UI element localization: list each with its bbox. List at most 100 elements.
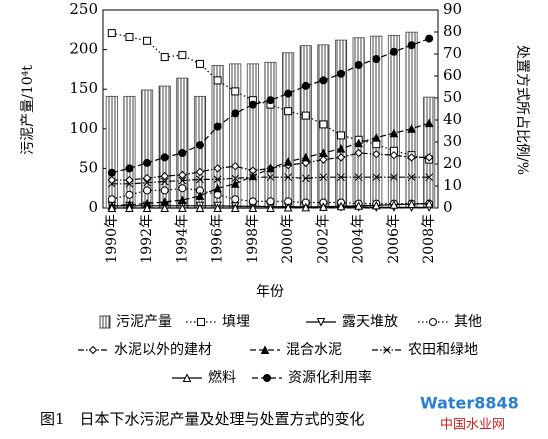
y2-axis-label: 处置方式所占比例/% (514, 45, 530, 175)
marker (372, 140, 381, 149)
marker (213, 122, 222, 131)
marker (283, 157, 293, 166)
marker (178, 184, 187, 193)
marker (319, 173, 328, 182)
y2-tick-label: 40 (443, 110, 462, 128)
marker (231, 87, 240, 96)
marker (125, 33, 134, 42)
marker (354, 173, 363, 182)
marker (301, 152, 311, 162)
marker (107, 29, 116, 38)
bar (423, 96, 436, 209)
marker (143, 186, 152, 195)
marker (319, 120, 328, 129)
y-tick-label: 50 (79, 158, 98, 176)
y-tick-label: 0 (88, 198, 98, 216)
marker (424, 118, 434, 128)
marker (231, 195, 240, 204)
marker (125, 164, 134, 173)
x-tick-label: 2002年 (315, 214, 331, 264)
marker (196, 175, 204, 184)
marker (319, 202, 328, 211)
marker (213, 190, 222, 199)
marker (389, 150, 399, 160)
legend-marker (260, 345, 270, 354)
x-axis-label: 年份 (256, 284, 284, 300)
legend-label: 其他 (454, 314, 482, 330)
marker (372, 149, 381, 159)
marker (160, 53, 169, 62)
x-tick-label: 2008年 (421, 214, 437, 264)
legend-label: 填埋 (222, 314, 250, 330)
y2-tick-label: 70 (443, 44, 462, 62)
watermark-sub: 中国水业网 (440, 418, 505, 433)
marker (372, 55, 381, 64)
marker (248, 100, 257, 109)
marker (283, 202, 293, 212)
marker (213, 164, 222, 173)
marker (249, 173, 257, 182)
y2-tick-label: 80 (443, 22, 462, 40)
legend-label: 燃料 (208, 369, 236, 386)
marker (337, 173, 345, 182)
marker (230, 203, 240, 212)
x-tick-label: 1994年 (174, 214, 190, 264)
marker (389, 47, 398, 56)
marker (266, 203, 275, 212)
legend-label: 露天堆放 (342, 314, 398, 330)
x-tick-label: 2004年 (351, 214, 367, 264)
marker (337, 69, 346, 78)
marker (231, 174, 240, 183)
marker (195, 167, 205, 177)
marker (319, 155, 328, 164)
marker (301, 111, 310, 120)
y2-tick-label: 20 (443, 154, 462, 172)
marker (107, 168, 116, 177)
marker (107, 203, 117, 212)
y2-tick-label: 90 (443, 0, 462, 18)
marker (354, 201, 363, 210)
marker (301, 81, 310, 90)
marker (266, 173, 275, 182)
bar (387, 34, 400, 209)
x-tick-label: 1998年 (245, 214, 261, 264)
bar (405, 31, 418, 209)
marker (195, 203, 205, 212)
legend-marker (182, 373, 192, 382)
marker (213, 76, 222, 85)
marker (371, 200, 381, 210)
marker (125, 190, 134, 199)
marker (336, 143, 346, 153)
marker (284, 107, 293, 116)
marker (301, 174, 310, 183)
y2-tick-label: 10 (443, 176, 462, 194)
marker (178, 170, 187, 180)
y2-tick-label: 0 (443, 198, 453, 216)
marker (337, 131, 346, 140)
bar (334, 39, 348, 209)
marker (248, 203, 258, 212)
marker (160, 153, 169, 162)
marker (266, 163, 275, 173)
legend-label: 水泥以外的建材 (114, 342, 212, 358)
legend-marker (263, 374, 271, 382)
marker (195, 141, 204, 150)
marker (284, 89, 293, 98)
marker (336, 201, 346, 211)
bar (299, 45, 312, 209)
marker (160, 203, 170, 212)
y-tick-label: 250 (69, 0, 98, 18)
x-tick-label: 2006年 (386, 214, 402, 264)
x-tick-label: 1990年 (104, 214, 120, 264)
marker (142, 203, 152, 212)
marker (407, 153, 416, 162)
y2-tick-label: 60 (443, 66, 462, 84)
y2-tick-label: 50 (443, 88, 462, 106)
marker (125, 203, 134, 212)
bar (246, 63, 259, 209)
marker (407, 124, 416, 133)
bar (264, 61, 277, 209)
marker (319, 76, 328, 85)
marker (354, 61, 363, 69)
